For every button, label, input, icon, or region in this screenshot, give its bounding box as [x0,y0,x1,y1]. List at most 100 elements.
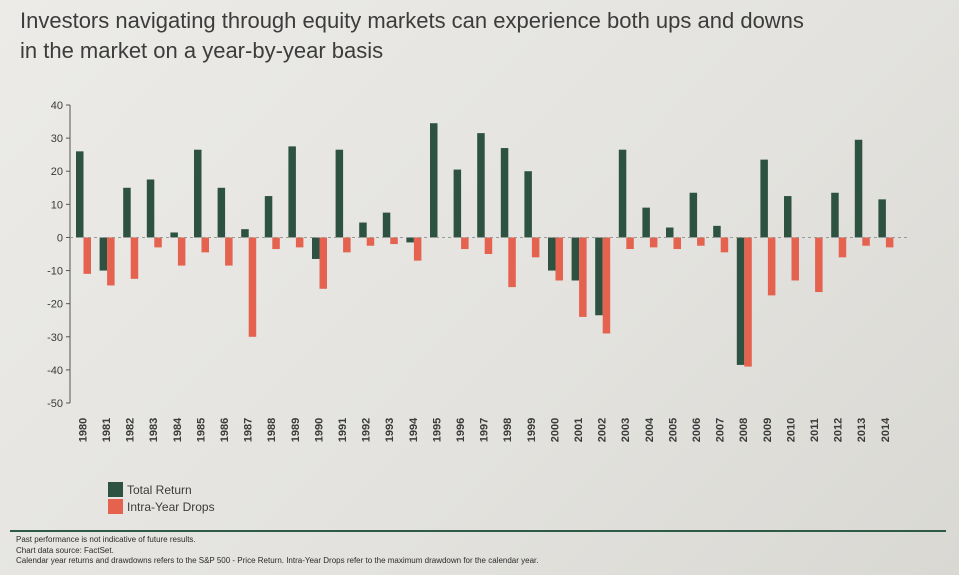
bar-total-return [831,192,839,238]
bar-total-return [571,237,580,281]
x-tick-label: 1998 [502,418,514,442]
x-tick-label: 1982 [125,418,137,442]
x-tick-label: 1993 [384,418,396,442]
x-tick-label: 1991 [337,418,349,442]
bars-group [76,123,894,367]
x-tick-label: 1989 [290,418,302,442]
bar-total-return [666,227,674,238]
bar-total-return [477,133,485,238]
bar-intra-year-drop [649,237,658,248]
x-tick-label: 1985 [195,418,207,442]
x-tick-label: 1980 [77,418,89,442]
y-tick-label: 0 [57,232,63,244]
bar-total-return [548,237,556,271]
bar-intra-year-drop [508,237,516,288]
bar-intra-year-drop [885,237,894,248]
y-tick-label: -30 [47,332,63,344]
x-tick-label: 1992 [361,418,373,442]
x-tick-label: 2004 [644,417,656,442]
footnote-2: Chart data source: FactSet. [16,545,114,555]
bar-total-return [760,159,768,238]
footnote-3: Calendar year returns and drawdowns refe… [16,556,539,565]
bar-intra-year-drop [272,237,280,250]
x-tick-label: 2012 [833,418,845,442]
x-tick-label: 1981 [101,418,113,442]
bar-intra-year-drop [484,237,493,254]
bar-intra-year-drop [107,237,115,286]
x-tick-label: 1987 [243,418,255,442]
bar-intra-year-drop [83,237,91,274]
legend: Total Return Intra-Year Drops [108,481,215,515]
x-tick-label: 2007 [715,418,727,442]
bar-total-return [524,171,532,238]
y-tick-label: -50 [47,398,63,410]
bar-total-return [406,237,414,243]
y-tick-label: -20 [47,299,63,311]
y-tick-label: 10 [51,199,63,211]
bar-intra-year-drop [177,237,186,266]
bar-intra-year-drop [697,237,705,246]
bar-intra-year-drop [413,237,422,261]
bar-intra-year-drop [815,237,823,293]
bar-total-return [878,199,886,238]
x-tick-label: 1986 [219,418,231,442]
y-tick-label: -10 [47,266,63,278]
bar-total-return [453,169,462,238]
x-tick-label: 1997 [479,418,491,442]
footer-divider [10,530,946,532]
bar-total-return [359,222,367,238]
chart-title: Investors navigating through equity mark… [20,6,940,66]
bar-total-return [312,237,320,259]
x-tick-label: 1983 [148,418,160,442]
x-tick-label: 2011 [809,418,821,442]
bar-total-return [430,123,438,238]
x-tick-label: 1995 [431,418,443,442]
bar-intra-year-drop [744,237,752,367]
x-tick-label: 1988 [266,418,278,442]
x-tick-label: 2006 [691,418,703,442]
x-tick-label: 1984 [172,417,184,442]
chart-title-line-2: in the market on a year-by-year basis [20,38,384,63]
bar-intra-year-drop [862,237,870,246]
bar-total-return [170,232,178,238]
bar-total-return [288,146,296,238]
x-tick-label: 2001 [573,418,585,442]
bar-total-return [217,187,226,238]
bar-intra-year-drop [791,237,799,281]
bar-intra-year-drop [248,237,257,337]
bar-intra-year-drop [673,237,681,250]
x-tick-label: 2003 [620,418,632,442]
bar-intra-year-drop [130,237,139,279]
x-tick-label: 2014 [880,417,892,442]
footnote-1: Past performance is not indicative of fu… [16,535,196,544]
bar-intra-year-drop [602,237,611,334]
legend-swatch-intra-year-drops [108,499,123,514]
legend-item-total-return: Total Return [108,481,215,498]
y-tick-label: 30 [51,133,63,145]
x-tick-label: 2009 [762,418,774,442]
y-axis: 40 30 20 10 0 -10 -20 -30 -40 -50 [47,100,71,410]
bar-intra-year-drop [366,237,375,246]
bar-total-return [618,149,627,238]
bar-intra-year-drop [461,237,469,250]
bar-intra-year-drop [579,237,587,317]
bar-total-return [335,149,344,238]
x-tick-label: 1990 [313,418,325,442]
x-tick-label: 2013 [856,418,868,442]
bar-total-return [99,237,108,271]
y-tick-label: -40 [47,365,63,377]
bar-intra-year-drop [555,237,563,281]
footnotes: Past performance is not indicative of fu… [16,535,946,567]
x-tick-label: 2002 [597,418,609,442]
bar-total-return [123,187,131,238]
bar-intra-year-drop [838,237,847,258]
y-tick-label: 40 [51,100,63,112]
bar-intra-year-drop [225,237,233,266]
bar-total-return [713,225,721,238]
bar-total-return [784,196,792,238]
x-tick-label: 2008 [738,418,750,442]
bar-intra-year-drop [154,237,162,248]
x-axis: 1980 1981 1982 1983 1984 1985 1986 1987 1988 1989… [70,236,908,442]
x-tick-label: 1996 [455,418,467,442]
